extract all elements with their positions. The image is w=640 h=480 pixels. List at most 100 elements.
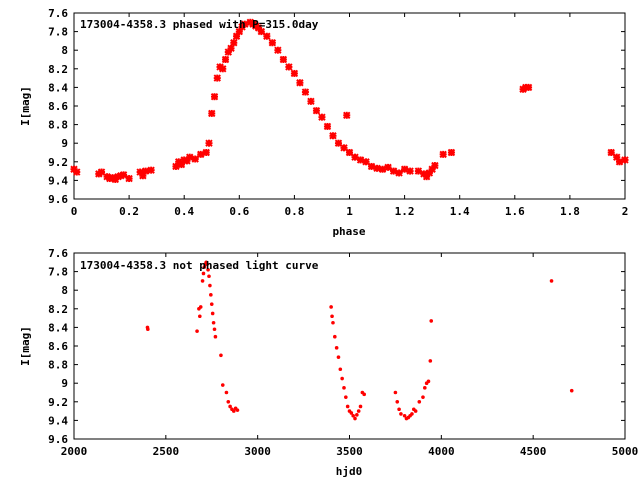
- data-point: [221, 55, 230, 64]
- data-point: [349, 411, 354, 415]
- data-point: [607, 148, 615, 157]
- data-point: [307, 97, 315, 106]
- y-axis-label: I[mag]: [19, 326, 32, 366]
- y-tick-label: 9: [61, 137, 68, 150]
- x-tick-label: 1.2: [395, 205, 415, 218]
- data-points: [145, 260, 574, 421]
- y-tick-label: 9.6: [48, 193, 68, 206]
- x-axis-label: hjd0: [336, 465, 363, 478]
- data-point: [428, 359, 433, 363]
- data-point: [345, 148, 354, 157]
- data-point: [301, 88, 310, 96]
- y-tick-label: 7.8: [48, 266, 68, 279]
- data-point: [198, 314, 202, 319]
- data-point: [202, 265, 207, 269]
- data-point: [343, 111, 351, 120]
- data-point: [356, 409, 361, 413]
- data-point: [212, 327, 217, 332]
- y-tick-label: 8.4: [48, 81, 68, 94]
- data-point: [423, 386, 427, 390]
- data-point: [97, 168, 106, 176]
- data-point: [279, 55, 288, 64]
- data-point: [358, 404, 363, 409]
- data-point: [395, 169, 403, 177]
- data-point: [323, 122, 332, 131]
- y-tick-label: 7.6: [48, 247, 68, 260]
- data-point: [336, 355, 341, 359]
- y-tick-label: 9.2: [48, 156, 68, 169]
- data-point: [410, 412, 414, 416]
- data-point: [340, 376, 344, 381]
- data-point: [569, 388, 574, 393]
- x-tick-label: 4000: [428, 445, 455, 458]
- axis-ticks: 0 0.2 0.4 0.6 0.8 1 1.2 1.4 1.6 1.8 2 7.6 7.8 8 8.2 8.4…: [48, 7, 628, 218]
- data-point: [330, 314, 334, 319]
- data-point: [224, 390, 229, 395]
- data-point: [285, 63, 293, 71]
- data-point: [220, 383, 225, 387]
- data-point: [119, 171, 128, 179]
- data-point: [257, 27, 266, 36]
- data-point: [362, 158, 370, 166]
- data-point: [209, 293, 213, 297]
- y-tick-label: 8.2: [48, 63, 68, 76]
- data-point: [429, 319, 434, 323]
- data-point: [211, 320, 216, 325]
- y-tick-label: 8.8: [48, 359, 68, 372]
- data-point: [421, 395, 425, 399]
- data-point: [191, 155, 199, 163]
- data-point: [351, 413, 355, 418]
- data-point: [290, 69, 299, 78]
- x-tick-label: 2500: [153, 445, 180, 458]
- data-point: [195, 329, 199, 333]
- chart-title: 173004-4358.3 not phased light curve: [80, 259, 319, 272]
- x-tick-label: 3000: [244, 445, 271, 458]
- data-point: [426, 379, 431, 384]
- data-point: [549, 279, 554, 283]
- data-point: [201, 271, 206, 276]
- data-point: [268, 39, 277, 47]
- data-point: [340, 144, 348, 152]
- x-tick-label: 0.8: [284, 205, 304, 218]
- x-tick-label: 1.6: [505, 205, 525, 218]
- data-point: [210, 311, 215, 316]
- data-point: [338, 367, 343, 372]
- y-tick-label: 8.8: [48, 119, 68, 132]
- data-point: [219, 65, 227, 73]
- data-points: [70, 18, 629, 184]
- unphased-light-curve-panel: 2000 2500 3000 3500 4000 4500 5000 7.6 7.8 8 8.2 8.…: [19, 247, 638, 478]
- data-point: [312, 106, 321, 115]
- data-point: [73, 168, 81, 176]
- data-point: [342, 386, 346, 390]
- data-point: [384, 163, 392, 172]
- data-point: [431, 161, 439, 170]
- x-tick-label: 0: [71, 205, 78, 218]
- y-tick-label: 9.6: [48, 433, 68, 446]
- data-point: [231, 409, 236, 413]
- x-tick-label: 1.4: [450, 205, 470, 218]
- y-tick-label: 9.4: [48, 414, 68, 427]
- data-point: [202, 148, 210, 157]
- data-point: [355, 413, 359, 417]
- y-tick-label: 9: [61, 377, 68, 390]
- data-point: [198, 305, 203, 309]
- data-point: [213, 334, 218, 339]
- y-tick-label: 7.6: [48, 7, 68, 20]
- data-point: [205, 262, 209, 266]
- data-point: [125, 174, 133, 183]
- axis-ticks: 2000 2500 3000 3500 4000 4500 5000 7.6 7.8 8 8.2 8.…: [48, 247, 638, 458]
- data-point: [439, 150, 447, 159]
- y-tick-label: 8.2: [48, 303, 68, 316]
- y-tick-label: 8.6: [48, 100, 68, 113]
- data-point: [353, 416, 357, 421]
- plot-frame: [73, 12, 626, 200]
- data-point: [207, 274, 211, 279]
- data-point: [205, 139, 213, 147]
- data-point: [345, 404, 350, 409]
- x-tick-label: 2000: [61, 445, 88, 458]
- data-point: [367, 162, 376, 171]
- x-tick-label: 1: [346, 205, 353, 218]
- y-tick-label: 8: [61, 284, 68, 297]
- data-point: [331, 320, 335, 325]
- data-point: [621, 156, 629, 164]
